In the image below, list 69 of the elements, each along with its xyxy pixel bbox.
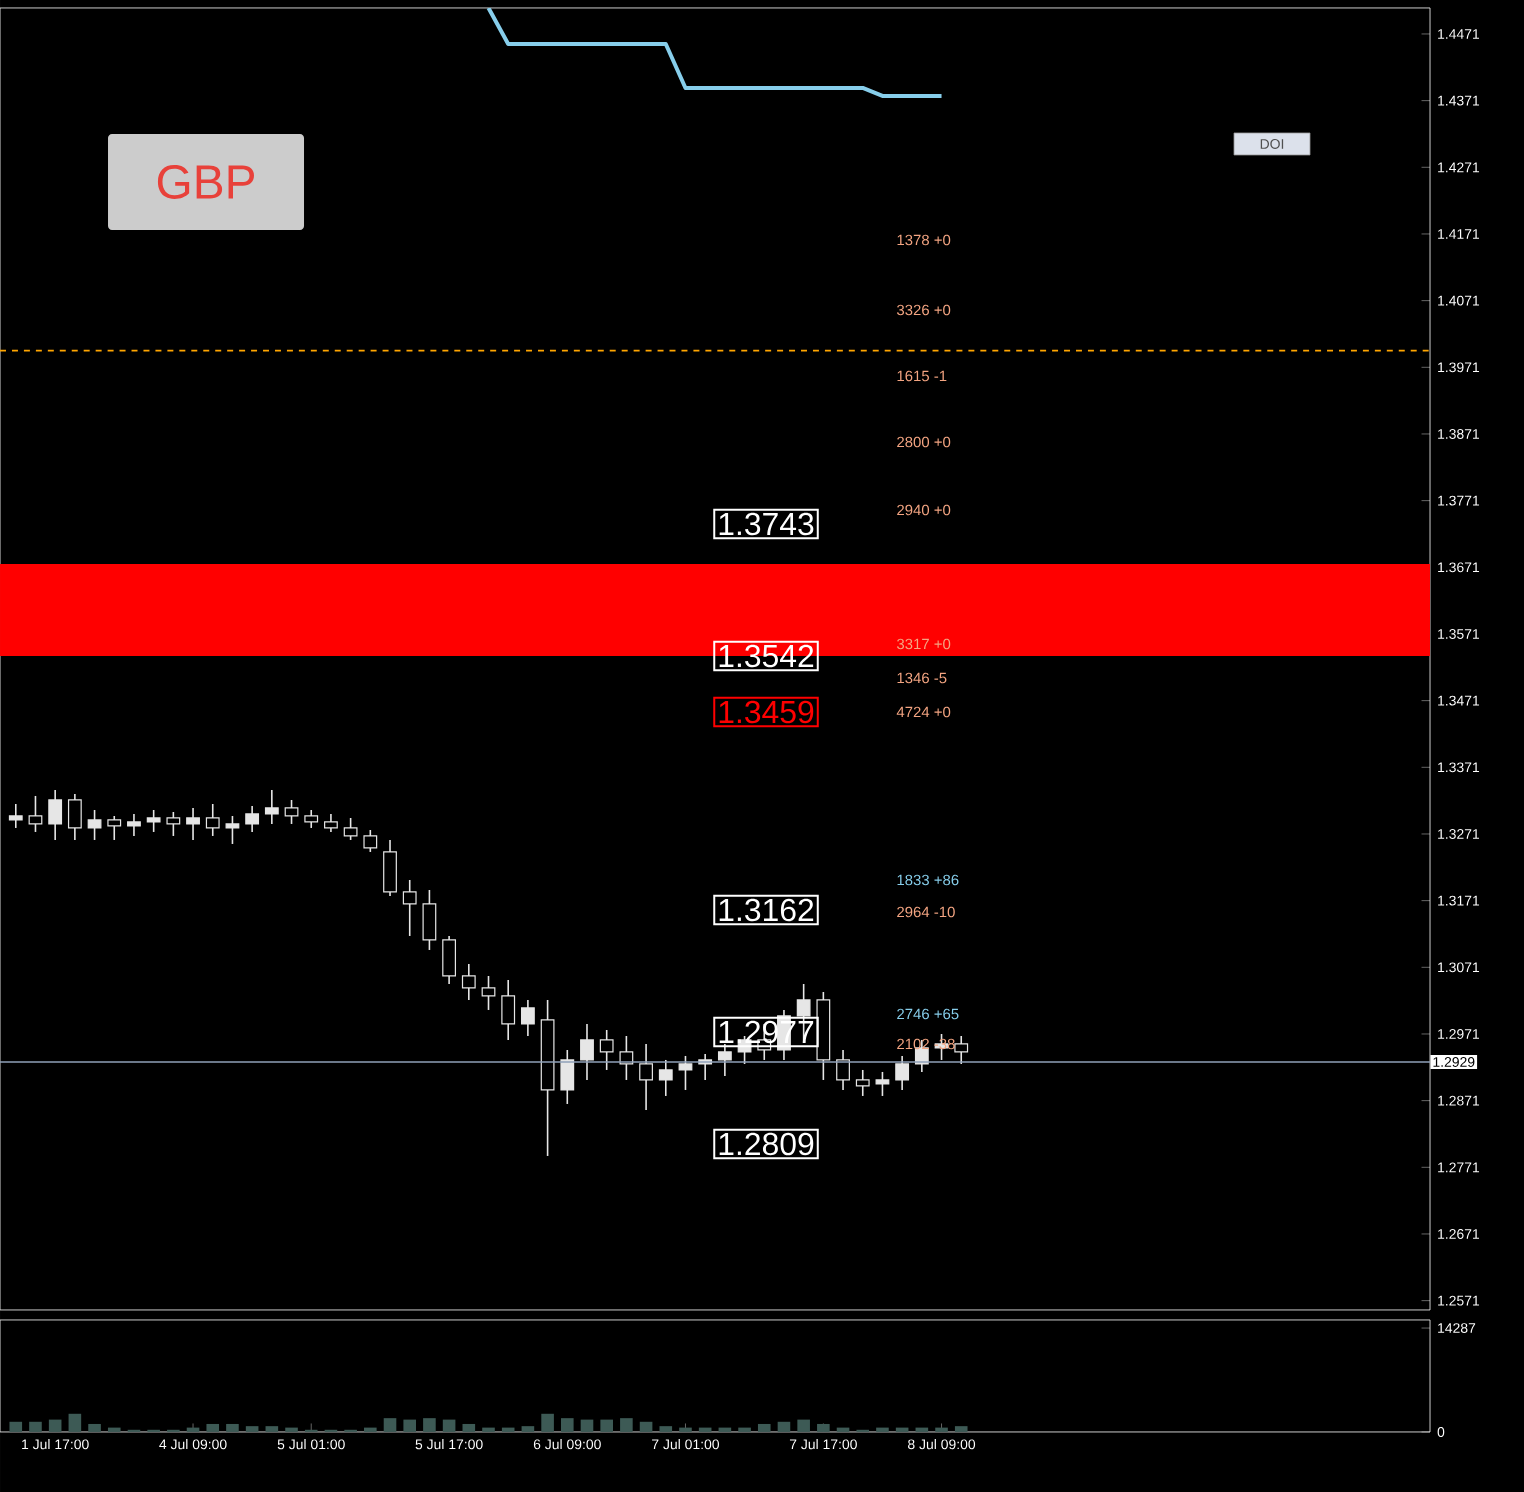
candlestick: [127, 813, 141, 837]
bar: [48, 1419, 62, 1432]
candlestick: [481, 975, 496, 1011]
bar: [659, 1426, 673, 1432]
candlestick: [343, 817, 358, 841]
candlestick: [501, 979, 516, 1041]
candlestick: [264, 789, 279, 825]
bar: [580, 1419, 594, 1432]
candlestick: [383, 839, 397, 897]
candlestick: [520, 999, 535, 1037]
candlestick: [836, 1049, 850, 1091]
bar: [560, 1418, 574, 1432]
bar: [817, 1423, 830, 1432]
candlestick: [717, 1043, 732, 1077]
bar: [777, 1421, 791, 1432]
bar: [68, 1413, 82, 1432]
annotation: 1.3459: [719, 700, 814, 724]
bar: [226, 1423, 239, 1432]
candlestick: [8, 803, 23, 829]
candlestick: [461, 963, 476, 1001]
bar: [383, 1418, 397, 1432]
bar: [521, 1426, 535, 1432]
bar: [245, 1426, 259, 1432]
bar: [88, 1423, 101, 1432]
candlestick: [146, 809, 161, 833]
candlestick: [954, 1035, 969, 1065]
bar: [600, 1419, 613, 1432]
candlestick: [855, 1069, 870, 1097]
annotation: 1.3162: [719, 898, 814, 922]
candlestick: [107, 815, 122, 841]
bar: [9, 1421, 23, 1432]
candlestick: [895, 1055, 910, 1091]
bar: [423, 1418, 436, 1432]
candlestick: [67, 793, 82, 841]
bar: [639, 1421, 653, 1432]
candlestick: [245, 805, 260, 833]
annotation: 1.2809: [719, 1132, 814, 1156]
candlestick: [186, 807, 200, 841]
annotation: 1.3743: [719, 512, 814, 536]
bar: [206, 1423, 220, 1432]
candlestick: [225, 815, 240, 845]
bar: [442, 1419, 456, 1432]
candlestick: [560, 1049, 575, 1105]
candlestick: [48, 789, 63, 841]
bar: [403, 1419, 417, 1432]
bar: [954, 1426, 968, 1432]
candlestick: [875, 1071, 890, 1097]
candlestick: [599, 1029, 614, 1071]
candlestick: [402, 879, 417, 937]
candlestick: [639, 1043, 653, 1111]
bar: [620, 1418, 633, 1432]
candlestick: [363, 829, 378, 853]
candlestick: [87, 809, 102, 841]
candlestick: [658, 1059, 673, 1097]
candlestick: [422, 889, 437, 951]
candlestick: [284, 799, 299, 825]
bar: [541, 1413, 554, 1432]
bar: [462, 1423, 476, 1432]
annotation: GBP: [157, 165, 254, 199]
candlestick: [166, 811, 181, 837]
bar: [29, 1421, 42, 1432]
bar: [757, 1423, 771, 1432]
candlestick: [580, 1023, 594, 1081]
candlestick: [205, 803, 220, 837]
bar: [797, 1419, 810, 1432]
candlestick: [678, 1055, 693, 1091]
bar: [265, 1426, 279, 1432]
candlestick: [28, 795, 43, 833]
candlestick: [442, 935, 457, 985]
